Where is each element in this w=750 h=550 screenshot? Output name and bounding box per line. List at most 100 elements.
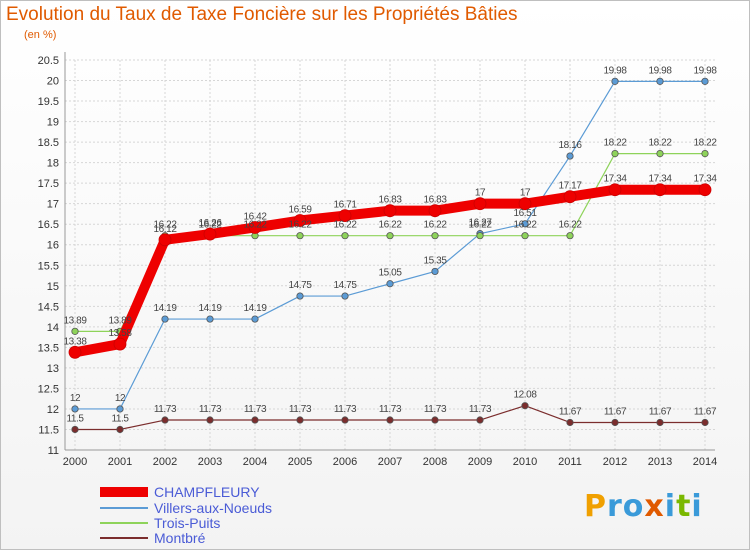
data-point	[656, 418, 664, 427]
data-point	[293, 214, 307, 227]
data-label: 16.71	[333, 200, 357, 211]
data-label: 13.58	[108, 328, 132, 339]
x-tick-label: 2006	[333, 456, 357, 468]
chart-title: Evolution du Taux de Taxe Foncière sur l…	[6, 4, 518, 25]
x-tick-label: 2003	[198, 456, 222, 468]
data-point	[428, 204, 442, 218]
data-point	[206, 315, 214, 323]
data-point	[386, 416, 394, 424]
data-point	[383, 204, 397, 218]
data-point	[521, 402, 529, 410]
data-label: 16.12	[153, 224, 177, 235]
data-label: 11.73	[199, 404, 222, 415]
logo-letter: r	[607, 489, 623, 524]
legend-swatch-villers	[100, 507, 148, 509]
data-label: 16.22	[333, 220, 357, 231]
legend-item-trois-puits: Trois-Puits	[100, 515, 220, 531]
data-point	[341, 416, 349, 424]
data-point	[296, 416, 304, 424]
data-label: 16.27	[468, 218, 492, 229]
x-tick-label: 2012	[603, 456, 627, 468]
y-tick-label: 18.5	[38, 137, 59, 149]
data-point	[341, 232, 349, 240]
data-point	[518, 197, 532, 211]
chart-unit: (en %)	[24, 29, 57, 41]
data-label: 16.22	[423, 220, 447, 231]
data-point	[203, 227, 217, 241]
data-point	[341, 292, 349, 300]
legend-swatch-champfleury	[100, 487, 148, 497]
proxiti-logo: Proxiti	[584, 489, 703, 524]
data-label: 14.19	[243, 303, 267, 314]
data-label: 13.89	[108, 315, 132, 326]
data-label: 16.22	[198, 220, 222, 231]
data-label: 11.73	[289, 404, 312, 415]
legend-item-champfleury: CHAMPFLEURY	[100, 484, 260, 500]
data-label: 16.22	[153, 220, 177, 231]
data-point	[521, 220, 529, 228]
data-label: 14.75	[333, 280, 357, 291]
y-tick-label: 18	[47, 158, 59, 170]
data-point	[476, 416, 484, 424]
data-label: 17.17	[558, 181, 582, 192]
data-point	[206, 416, 214, 424]
y-tick-label: 11.5	[38, 424, 59, 436]
data-point	[653, 183, 667, 197]
data-point	[701, 150, 709, 158]
y-tick-label: 16.5	[38, 219, 59, 231]
data-label: 17	[475, 188, 486, 199]
y-tick-label: 14.5	[38, 301, 59, 313]
logo-letter: i	[664, 489, 677, 524]
data-label: 11.73	[334, 404, 357, 415]
data-label: 11.67	[649, 406, 672, 417]
data-point	[113, 337, 127, 351]
x-tick-label: 2009	[468, 456, 492, 468]
data-label: 16.26	[198, 218, 222, 229]
legend-item-montbre: Montbré	[100, 530, 205, 546]
data-point	[161, 315, 169, 323]
data-label: 18.16	[558, 140, 582, 151]
data-point	[431, 232, 439, 240]
data-label: 18.22	[648, 138, 672, 149]
y-tick-label: 11	[48, 445, 59, 457]
data-point	[71, 327, 79, 335]
y-tick-label: 20.5	[38, 55, 59, 67]
x-tick-label: 2014	[693, 456, 717, 468]
data-point	[521, 232, 529, 240]
data-label: 19.98	[648, 65, 672, 76]
data-label: 14.19	[198, 303, 222, 314]
logo-letter: o	[622, 489, 645, 524]
data-point	[71, 405, 79, 413]
y-tick-label: 13	[47, 363, 59, 375]
data-point	[116, 405, 124, 413]
data-point	[296, 232, 304, 240]
data-label: 11.73	[379, 404, 402, 415]
data-label: 16.22	[468, 220, 492, 231]
data-label: 16.22	[288, 220, 312, 231]
y-tick-label: 19.5	[38, 96, 59, 108]
y-tick-label: 13.5	[38, 342, 59, 354]
legend-label-villers: Villers-aux-Noeuds	[154, 500, 273, 516]
y-tick-label: 12	[47, 404, 59, 416]
data-point	[566, 232, 574, 240]
logo-letter: P	[584, 489, 607, 524]
data-point	[611, 418, 619, 427]
x-tick-label: 2008	[423, 456, 447, 468]
x-tick-label: 2007	[378, 456, 402, 468]
data-label: 11.73	[154, 404, 177, 415]
x-tick-label: 2004	[243, 456, 267, 468]
data-point	[431, 267, 439, 276]
data-label: 11.73	[469, 404, 492, 415]
data-point	[611, 77, 619, 85]
data-point	[701, 77, 709, 85]
data-point	[251, 416, 259, 424]
data-label: 16.42	[243, 211, 267, 222]
data-point	[248, 221, 262, 234]
data-point	[338, 209, 352, 222]
data-label: 14.75	[288, 280, 312, 291]
data-point	[161, 416, 169, 424]
legend-item-villers: Villers-aux-Noeuds	[100, 500, 272, 516]
data-label: 16.83	[378, 195, 402, 206]
